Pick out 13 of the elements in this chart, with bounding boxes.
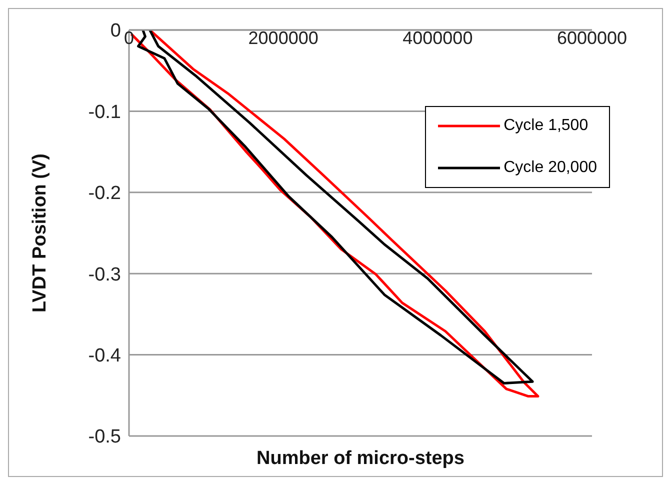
y-tick-label: -0.1	[88, 102, 121, 123]
y-tick-label: -0.2	[88, 183, 121, 204]
y-axis-title: LVDT Position (V)	[30, 153, 51, 313]
x-axis-title: Number of micro-steps	[256, 448, 464, 469]
x-tick-label: 2000000	[248, 28, 318, 48]
legend-label: Cycle 20,000	[504, 159, 597, 177]
y-tick-label: -0.3	[88, 264, 121, 286]
y-tick-label: -0.5	[88, 426, 121, 448]
x-tick-label: 6000000	[556, 28, 628, 48]
y-tick-label: -0.4	[88, 346, 122, 367]
x-tick-label: 4000000	[402, 28, 473, 48]
x-tick-label: 0	[124, 28, 134, 48]
legend-label: Cycle 1,500	[504, 117, 588, 135]
